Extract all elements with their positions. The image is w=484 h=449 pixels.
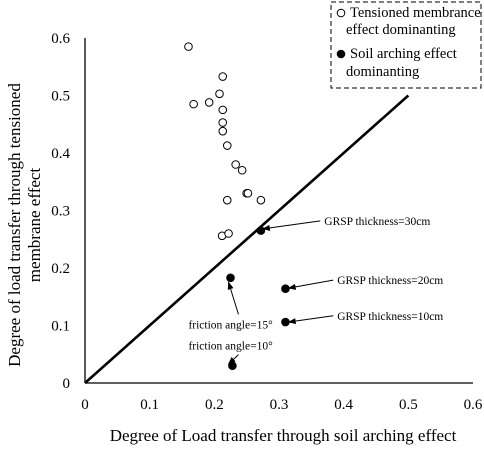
tensioned-membrane-point xyxy=(218,105,228,115)
annotation-label: GRSP thickness=10cm xyxy=(337,311,443,323)
annotation-arrow xyxy=(227,354,239,365)
legend-label: effect dominanting xyxy=(346,22,456,38)
tensioned-membrane-point xyxy=(218,72,228,81)
tensioned-membrane-point xyxy=(243,188,253,198)
legend-label: Soil arching effect xyxy=(350,46,457,62)
annotation-label: GRSP thickness=20cm xyxy=(337,275,443,287)
annotation-label: friction angle=15° xyxy=(188,319,273,331)
annotation-label: GRSP thickness=30cm xyxy=(324,216,430,228)
x-tick-label: 0.5 xyxy=(399,397,418,413)
tensioned-membrane-point xyxy=(224,229,233,238)
x-tick-label: 0.2 xyxy=(205,397,224,413)
soil-arching-point xyxy=(226,273,235,283)
legend-label: dominanting xyxy=(346,64,419,80)
tensioned-membrane-point xyxy=(256,195,266,205)
tensioned-membrane-point xyxy=(215,89,224,99)
tensioned-membrane-point xyxy=(218,118,228,127)
legend-label: Tensioned membrance xyxy=(350,5,481,21)
tensioned-membrane-point xyxy=(204,98,214,107)
tick-labels: 0 0.1 0.2 0.3 0.4 0.5 0.6 0 0.1 0.2 0.3 0.4 0.5 0.6 xyxy=(51,31,483,413)
y-tick-label: 0.5 xyxy=(51,89,70,105)
y-tick-label: 0.2 xyxy=(51,261,70,277)
reference-line xyxy=(84,94,410,384)
tensioned-membrane-point xyxy=(222,195,232,205)
tensioned-membrane-point xyxy=(184,42,193,51)
x-tick-label: 0.3 xyxy=(270,397,289,413)
y-axis-title-line: membrane effect xyxy=(25,168,44,283)
tensioned-membrane-point xyxy=(222,141,232,150)
legend-marker-soil-arching xyxy=(336,49,346,59)
y-tick-label: 0.6 xyxy=(51,31,70,47)
tensioned-membrane-point xyxy=(231,160,240,169)
soil-arching-point xyxy=(256,226,266,235)
y-tick-label: 0.3 xyxy=(51,204,70,220)
y-axis-title-line: Degree of load transfer through tensione… xyxy=(5,83,24,367)
y-tick-label: 0.1 xyxy=(51,319,70,335)
annotation-label: friction angle=10° xyxy=(188,341,273,353)
annotations: GRSP thickness=30cm GRSP thickness=20cm GR… xyxy=(188,216,443,365)
y-tick-label: 0.4 xyxy=(51,146,70,162)
tensioned-membrane-point xyxy=(189,99,198,109)
x-tick-label: 0.4 xyxy=(334,397,353,413)
soil-arching-point xyxy=(281,317,290,327)
reference-line-layer xyxy=(84,94,410,384)
annotation-arrow xyxy=(261,220,321,231)
legend-box xyxy=(330,1,482,89)
soil-arching-point xyxy=(281,284,290,294)
x-tick-label: 0.6 xyxy=(464,397,483,413)
tensioned-membrane-point xyxy=(237,165,247,175)
x-tick-label: 0 xyxy=(81,397,89,413)
legend-marker-tensioned-membrane xyxy=(336,8,346,18)
x-axis-title: Degree of Load transfer through soil arc… xyxy=(110,426,457,445)
tensioned-membrane-point xyxy=(218,126,228,136)
y-axis-title: Degree of load transfer through tensione… xyxy=(5,83,44,367)
annotation-arrow xyxy=(287,279,334,290)
x-tick-label: 0.1 xyxy=(140,397,159,413)
annotation-arrow xyxy=(287,315,334,325)
annotation-arrow xyxy=(227,281,239,315)
y-tick-label: 0 xyxy=(63,376,71,392)
axes xyxy=(84,38,473,384)
